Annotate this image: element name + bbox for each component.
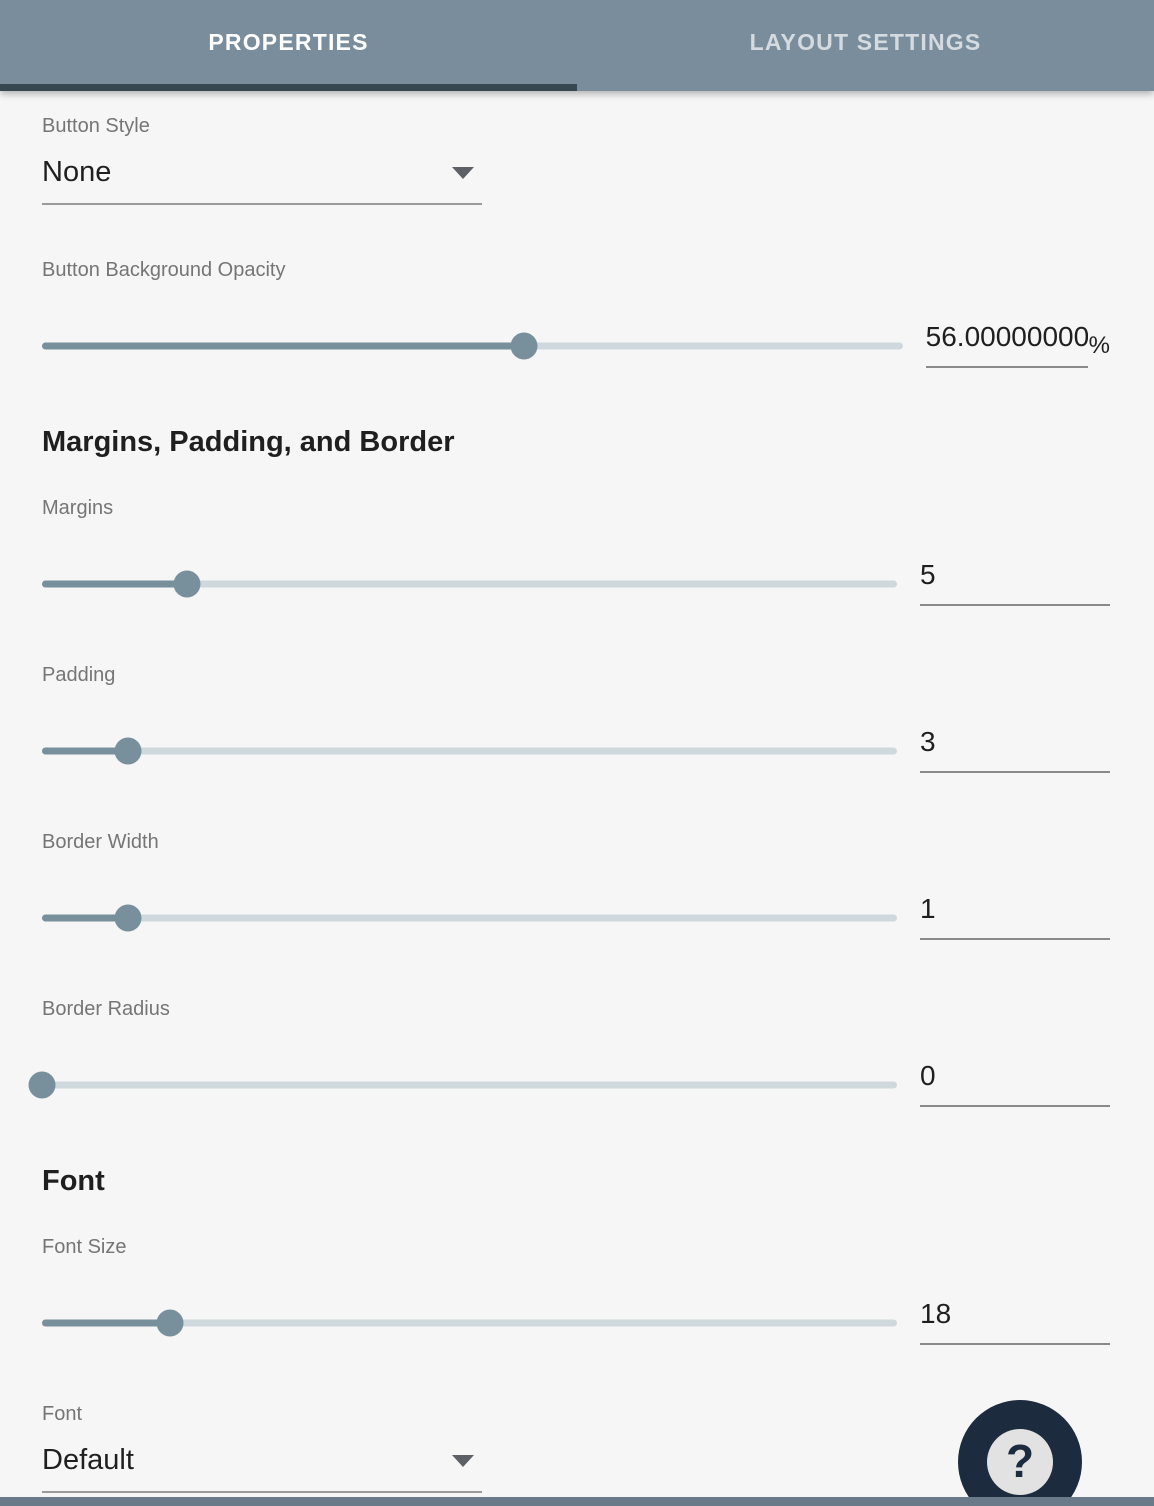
slider-track-fill xyxy=(42,342,524,350)
border-radius-value: 0 xyxy=(920,1059,936,1091)
slider-track xyxy=(42,747,897,755)
button-background-opacity-field: Button Background Opacity 56.00000000 % xyxy=(42,259,1110,370)
border-radius-value-field[interactable]: 0 xyxy=(920,1060,1110,1107)
border-width-slider[interactable] xyxy=(42,894,897,942)
font-size-slider[interactable] xyxy=(42,1299,897,1347)
button-background-opacity-slider[interactable] xyxy=(42,322,903,370)
margins-value-field[interactable]: 5 xyxy=(920,559,1110,606)
padding-value-field[interactable]: 3 xyxy=(920,726,1110,773)
chevron-down-icon xyxy=(452,1454,474,1467)
chevron-down-icon xyxy=(452,166,474,179)
border-width-label: Border Width xyxy=(42,831,159,853)
slider-track-fill xyxy=(42,914,128,922)
font-size-row: 18 xyxy=(42,1298,1110,1347)
slider-thumb[interactable] xyxy=(114,737,141,765)
margins-label: Margins xyxy=(42,497,114,519)
font-value: Default xyxy=(42,1444,134,1476)
button-style-field: Button Style None xyxy=(42,115,1110,205)
slider-track xyxy=(42,1319,897,1327)
help-button[interactable]: ? xyxy=(958,1400,1082,1506)
button-background-opacity-label: Button Background Opacity xyxy=(42,259,286,281)
border-radius-field: Border Radius 0 xyxy=(28,998,1110,1109)
padding-field: Padding 3 xyxy=(42,664,1110,775)
border-width-value-field[interactable]: 1 xyxy=(920,893,1110,940)
section-font: Font xyxy=(42,1165,105,1197)
active-tab-indicator xyxy=(0,84,577,91)
tab-properties[interactable]: PROPERTIES xyxy=(208,28,369,55)
slider-track-fill xyxy=(42,747,128,755)
tab-bar: PROPERTIES LAYOUT SETTINGS xyxy=(0,0,1154,91)
border-radius-label: Border Radius xyxy=(42,998,170,1020)
margins-value: 5 xyxy=(920,558,936,590)
properties-panel: Button Style None Button Background Opac… xyxy=(0,91,1154,1493)
padding-slider[interactable] xyxy=(42,727,897,775)
opacity-value-wrap: 56.00000000 % xyxy=(925,320,1110,370)
percent-suffix: % xyxy=(1088,331,1110,359)
slider-track xyxy=(42,580,897,588)
opacity-value: 56.00000000 xyxy=(925,320,1088,352)
slider-thumb[interactable] xyxy=(28,1071,56,1099)
button-style-label: Button Style xyxy=(42,115,150,137)
font-size-value: 18 xyxy=(920,1297,952,1329)
section-margins-padding-border: Margins, Padding, and Border xyxy=(42,426,455,458)
slider-track xyxy=(42,914,897,922)
bottom-bar xyxy=(0,1497,1154,1506)
margins-field: Margins 5 xyxy=(42,497,1110,608)
font-size-field: Font Size 18 xyxy=(42,1236,1110,1347)
margins-slider[interactable] xyxy=(42,560,897,608)
help-icon: ? xyxy=(987,1429,1053,1495)
border-width-row: 1 xyxy=(42,893,1110,942)
border-width-value: 1 xyxy=(920,892,936,924)
slider-thumb[interactable] xyxy=(510,332,538,360)
slider-track xyxy=(42,1081,897,1089)
font-field: Font Default xyxy=(42,1403,1110,1493)
slider-track-fill xyxy=(42,580,188,588)
font-label: Font xyxy=(42,1403,83,1425)
border-width-field: Border Width 1 xyxy=(42,831,1110,942)
question-mark-glyph: ? xyxy=(1005,1435,1035,1487)
button-background-opacity-row: 56.00000000 % xyxy=(42,320,1110,370)
font-select[interactable]: Default xyxy=(42,1444,482,1493)
slider-thumb[interactable] xyxy=(156,1309,184,1337)
button-style-value: None xyxy=(42,156,112,188)
button-style-select[interactable]: None xyxy=(42,156,482,205)
opacity-value-field[interactable]: 56.00000000 xyxy=(925,320,1088,368)
font-size-label: Font Size xyxy=(42,1236,127,1258)
margins-row: 5 xyxy=(42,559,1110,608)
padding-row: 3 xyxy=(42,726,1110,775)
tab-layout-settings[interactable]: LAYOUT SETTINGS xyxy=(749,28,982,55)
slider-thumb[interactable] xyxy=(173,570,201,598)
slider-thumb[interactable] xyxy=(114,904,141,932)
border-radius-slider[interactable] xyxy=(28,1061,897,1109)
padding-label: Padding xyxy=(42,664,116,686)
slider-track-fill xyxy=(42,1319,171,1327)
font-size-value-field[interactable]: 18 xyxy=(920,1298,1110,1345)
border-radius-row: 0 xyxy=(28,1060,1110,1109)
padding-value: 3 xyxy=(920,725,936,757)
